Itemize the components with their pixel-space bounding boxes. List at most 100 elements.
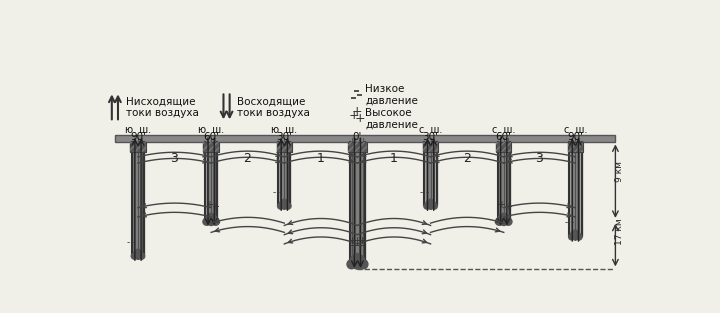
Bar bbox=[426, 141, 435, 205]
Circle shape bbox=[354, 254, 361, 261]
Text: 1: 1 bbox=[390, 152, 397, 165]
Text: +: + bbox=[358, 236, 367, 246]
Circle shape bbox=[139, 253, 145, 259]
Circle shape bbox=[131, 253, 137, 259]
Text: Нисходящие
токи воздуха: Нисходящие токи воздуха bbox=[126, 96, 199, 118]
Bar bbox=[498, 141, 510, 221]
Text: +: + bbox=[350, 241, 359, 251]
Circle shape bbox=[359, 260, 368, 269]
Bar bbox=[133, 141, 143, 255]
Circle shape bbox=[206, 215, 212, 221]
Text: +: + bbox=[503, 202, 512, 212]
Bar bbox=[426, 141, 435, 205]
Bar bbox=[571, 141, 580, 236]
Bar bbox=[351, 141, 364, 263]
Text: 60': 60' bbox=[203, 132, 219, 142]
Text: 2: 2 bbox=[243, 152, 251, 165]
Circle shape bbox=[210, 215, 217, 221]
Text: - -: - - bbox=[420, 187, 429, 197]
Circle shape bbox=[278, 203, 284, 209]
Bar bbox=[350, 141, 365, 263]
Text: Восходящие
токи воздуха: Восходящие токи воздуха bbox=[238, 96, 310, 118]
Text: Низкое
давление: Низкое давление bbox=[365, 84, 418, 105]
Circle shape bbox=[571, 231, 576, 236]
Bar bbox=[133, 141, 143, 255]
Bar bbox=[351, 141, 364, 263]
FancyBboxPatch shape bbox=[423, 141, 438, 152]
Circle shape bbox=[281, 202, 288, 209]
Circle shape bbox=[207, 216, 216, 225]
Text: ю. ш.: ю. ш. bbox=[198, 125, 224, 135]
FancyBboxPatch shape bbox=[115, 135, 616, 141]
Circle shape bbox=[573, 230, 577, 235]
Text: +: + bbox=[354, 112, 365, 125]
Circle shape bbox=[212, 218, 220, 225]
Text: 60': 60' bbox=[496, 132, 512, 142]
Text: 90': 90' bbox=[130, 132, 146, 142]
Circle shape bbox=[498, 215, 505, 221]
Bar bbox=[425, 141, 437, 205]
Text: с. ш.: с. ш. bbox=[419, 125, 442, 135]
Circle shape bbox=[427, 202, 434, 209]
Text: 9 км: 9 км bbox=[615, 161, 624, 182]
Text: +: + bbox=[356, 241, 365, 251]
Text: +: + bbox=[211, 202, 219, 212]
FancyBboxPatch shape bbox=[496, 141, 511, 152]
Text: +: + bbox=[348, 109, 359, 122]
Text: ю. ш.: ю. ш. bbox=[271, 125, 297, 135]
Circle shape bbox=[351, 257, 364, 269]
Text: 1: 1 bbox=[317, 152, 325, 165]
Text: 30': 30' bbox=[423, 132, 438, 142]
Circle shape bbox=[356, 255, 364, 264]
Bar bbox=[499, 141, 508, 221]
Text: - -: - - bbox=[274, 187, 283, 197]
Bar bbox=[279, 141, 289, 205]
Bar bbox=[207, 141, 216, 221]
Text: 17 км: 17 км bbox=[615, 219, 624, 245]
Bar bbox=[207, 141, 216, 221]
Text: +: + bbox=[347, 236, 356, 246]
Text: 3: 3 bbox=[170, 152, 178, 165]
Bar bbox=[571, 141, 580, 236]
Bar bbox=[205, 141, 217, 221]
Bar bbox=[426, 141, 435, 205]
Bar bbox=[570, 141, 582, 236]
Text: 3: 3 bbox=[535, 152, 543, 165]
Text: +: + bbox=[351, 105, 362, 118]
Circle shape bbox=[284, 200, 289, 206]
Text: 90': 90' bbox=[567, 132, 583, 142]
Circle shape bbox=[351, 255, 359, 264]
Text: 0': 0' bbox=[353, 132, 362, 142]
Text: с. ш.: с. ш. bbox=[564, 125, 587, 135]
Bar bbox=[278, 141, 290, 205]
Circle shape bbox=[572, 233, 579, 240]
Circle shape bbox=[503, 215, 509, 221]
Circle shape bbox=[575, 231, 580, 236]
Circle shape bbox=[285, 203, 291, 209]
Circle shape bbox=[208, 213, 214, 219]
Bar bbox=[499, 141, 508, 221]
Circle shape bbox=[424, 203, 430, 209]
Bar bbox=[207, 141, 216, 221]
Circle shape bbox=[280, 200, 285, 206]
Circle shape bbox=[499, 216, 508, 225]
FancyBboxPatch shape bbox=[567, 141, 583, 152]
FancyBboxPatch shape bbox=[204, 141, 219, 152]
Bar bbox=[571, 141, 580, 236]
Circle shape bbox=[430, 200, 435, 206]
Circle shape bbox=[576, 234, 582, 240]
FancyBboxPatch shape bbox=[276, 141, 292, 152]
Circle shape bbox=[135, 249, 140, 254]
Bar bbox=[351, 141, 364, 263]
Text: +: + bbox=[205, 201, 213, 211]
Circle shape bbox=[431, 203, 437, 209]
Bar bbox=[133, 141, 143, 255]
Circle shape bbox=[134, 252, 142, 259]
Text: - -: - - bbox=[127, 238, 137, 247]
Circle shape bbox=[282, 199, 287, 204]
Text: Высокое
давление: Высокое давление bbox=[365, 108, 418, 129]
Circle shape bbox=[569, 234, 575, 240]
Text: с. ш.: с. ш. bbox=[492, 125, 516, 135]
Circle shape bbox=[495, 218, 503, 225]
Circle shape bbox=[134, 250, 139, 256]
